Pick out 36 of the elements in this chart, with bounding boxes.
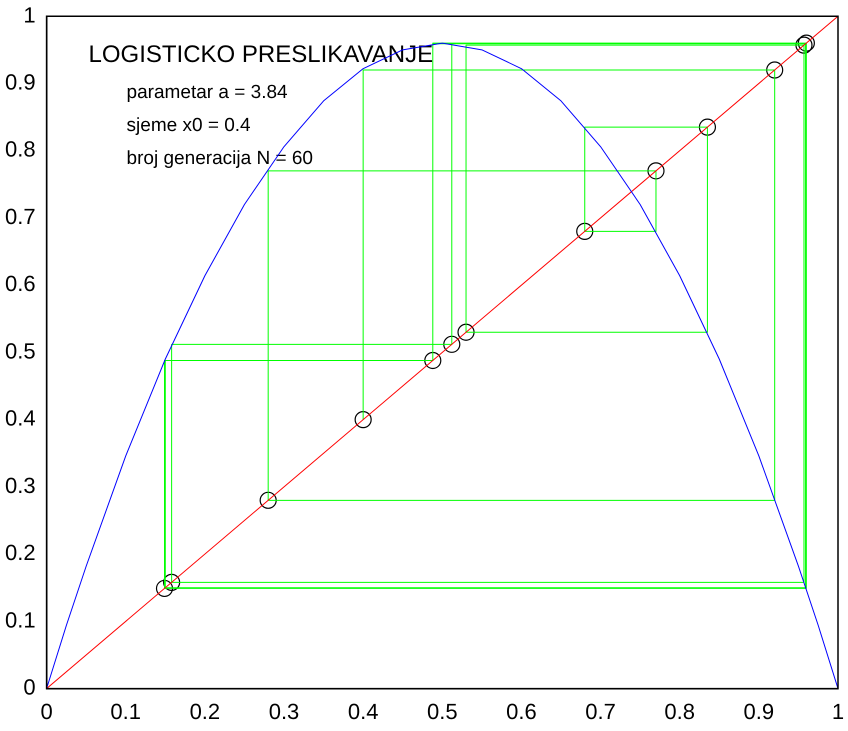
y-tick-label: 0.7 bbox=[4, 204, 36, 229]
x-tick-label: 0.7 bbox=[585, 698, 616, 724]
annotation: sjeme x0 = 0.4 bbox=[126, 115, 252, 136]
y-tick-label: 0.6 bbox=[4, 271, 36, 296]
y-tick-label: 0.2 bbox=[4, 540, 36, 566]
y-tick-label: 0.8 bbox=[4, 136, 36, 162]
y-tick-label: 0.3 bbox=[4, 472, 36, 498]
y-tick-label: 0.9 bbox=[4, 70, 36, 95]
x-tick-label: 0 bbox=[40, 698, 53, 724]
point bbox=[163, 574, 180, 591]
x-tick-label: 0.2 bbox=[190, 698, 220, 724]
x-tick-label: 0.8 bbox=[664, 698, 696, 724]
x-tick-label: 0.6 bbox=[506, 698, 537, 724]
point bbox=[647, 162, 665, 180]
point bbox=[443, 336, 460, 353]
point bbox=[576, 222, 594, 240]
point bbox=[260, 492, 277, 509]
x-tick-label: 0.4 bbox=[348, 698, 378, 724]
annotation: parametar a = 3.84 bbox=[126, 82, 288, 104]
point bbox=[457, 324, 475, 341]
annotation: broj generacija N = 60 bbox=[126, 148, 313, 170]
x-tick-label: 1 bbox=[832, 698, 844, 724]
point bbox=[766, 61, 784, 79]
x-tick-label: 0.1 bbox=[110, 698, 142, 724]
y-tick-label: 0 bbox=[23, 674, 36, 700]
y-tick-label: 0.4 bbox=[4, 406, 36, 431]
point bbox=[156, 580, 174, 598]
point bbox=[424, 352, 442, 370]
x-tick-label: 0.5 bbox=[426, 698, 458, 724]
y-tick-label: 1 bbox=[23, 2, 36, 28]
y-tick-label: 0.1 bbox=[4, 607, 36, 632]
x-tick-label: 0.3 bbox=[268, 698, 300, 724]
point bbox=[354, 411, 372, 428]
point bbox=[698, 118, 716, 136]
x-tick-label: 0.9 bbox=[744, 698, 774, 724]
y-tick-label: 0.5 bbox=[4, 338, 36, 364]
